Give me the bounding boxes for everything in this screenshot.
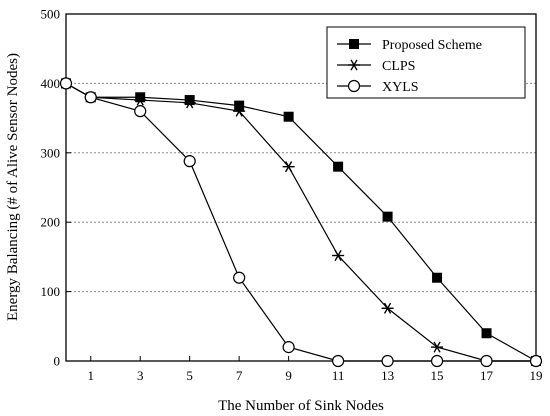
- circle-marker: [84, 91, 97, 104]
- legend-circle-marker: [347, 79, 361, 93]
- x-tick-label: 15: [431, 368, 444, 383]
- circle-marker: [59, 77, 73, 90]
- plot-area-frame: [65, 13, 537, 362]
- asterisk-marker: [134, 94, 147, 106]
- x-axis-label: The Number of Sink Nodes: [218, 398, 384, 414]
- asterisk-marker: [381, 302, 394, 314]
- asterisk-marker: [183, 97, 196, 109]
- legend: Proposed Scheme CLPS XYLS: [326, 26, 526, 99]
- legend-label: Proposed Scheme: [382, 38, 482, 53]
- x-tick-label: 17: [480, 368, 494, 383]
- legend-asterisk-marker: [348, 59, 360, 71]
- legend-item: CLPS: [337, 59, 415, 74]
- asterisk-marker: [233, 105, 246, 117]
- circle-marker: [529, 354, 543, 368]
- legend-square-marker: [349, 39, 359, 49]
- legend-item: XYLS: [337, 79, 419, 95]
- x-tick-label: 11: [332, 368, 345, 383]
- y-tick-label: 200: [41, 215, 61, 230]
- circle-marker: [134, 105, 147, 118]
- circle-marker: [233, 271, 246, 284]
- legend-item: Proposed Scheme: [337, 38, 482, 53]
- series-markers: [60, 77, 542, 367]
- asterisk-marker: [332, 249, 345, 262]
- square-marker: [481, 328, 492, 339]
- circle-marker: [183, 155, 196, 168]
- square-marker: [283, 111, 294, 122]
- asterisk-marker: [431, 341, 444, 353]
- circle-marker: [332, 354, 345, 368]
- legend-label: XYLS: [382, 80, 419, 95]
- x-tick-label: 13: [381, 368, 394, 383]
- x-tick-label: 9: [285, 368, 292, 383]
- x-tick-label: 19: [530, 368, 543, 383]
- circle-marker: [282, 341, 295, 354]
- series-line: [65, 82, 536, 362]
- square-marker: [135, 92, 146, 103]
- y-tick-label: 300: [41, 145, 61, 160]
- x-tick-label: 5: [186, 368, 193, 383]
- square-marker: [184, 95, 195, 106]
- asterisk-marker: [282, 161, 295, 173]
- circle-marker: [381, 354, 394, 368]
- legend-label: CLPS: [382, 59, 415, 74]
- circle-marker: [480, 354, 493, 368]
- y-tick-label: 0: [54, 354, 61, 369]
- square-marker: [234, 100, 245, 111]
- y-axis-label: Energy Balancing (# of Alive Sensor Node…: [5, 53, 21, 321]
- series-markers: [61, 78, 541, 366]
- x-tick-label: 3: [137, 368, 144, 383]
- y-tick-label: 500: [41, 7, 61, 22]
- y-tick-label: 100: [41, 284, 61, 299]
- series-line: [65, 82, 537, 362]
- x-tick-label: 1: [87, 368, 94, 383]
- x-tick-label: 7: [236, 368, 243, 383]
- series-line: [65, 82, 536, 362]
- data-series: [59, 77, 543, 368]
- square-marker: [382, 211, 393, 222]
- square-marker: [432, 272, 443, 283]
- series-markers: [59, 77, 543, 368]
- y-tick-label: 400: [41, 76, 61, 91]
- circle-marker: [430, 354, 444, 368]
- square-marker: [333, 161, 344, 172]
